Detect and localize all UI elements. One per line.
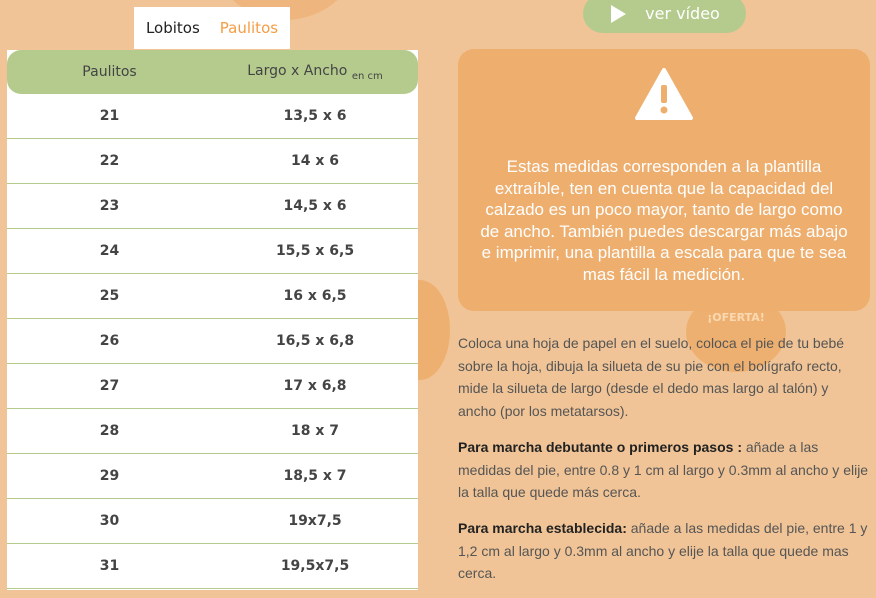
table-row: 22 14 x 6 (7, 139, 418, 184)
table-row: 30 19x7,5 (7, 499, 418, 544)
play-icon (611, 4, 627, 23)
table-row: 26 16,5 x 6,8 (7, 319, 418, 364)
dimensions-cell: 19x7,5 (288, 513, 342, 529)
dimensions-cell: 18,5 x 7 (283, 468, 347, 484)
watch-video-button[interactable]: ver vídeo (583, 0, 746, 33)
video-button-label: ver vídeo (645, 4, 720, 23)
dimensions-cell: 17 x 6,8 (283, 378, 347, 394)
warning-box: Estas medidas corresponden a la plantill… (458, 49, 870, 311)
column-header-size: Paulitos (82, 64, 137, 80)
table-row: 21 13,5 x 6 (7, 94, 418, 139)
first-steps-heading: Para marcha debutante o primeros pasos : (458, 438, 742, 455)
dimensions-cell: 16,5 x 6,8 (275, 333, 355, 349)
size-cell: 31 (99, 558, 120, 574)
size-cell: 25 (99, 288, 120, 304)
table-row: 28 18 x 7 (7, 409, 418, 454)
instructions-intro: Coloca una hoja de papel en el suelo, co… (458, 335, 845, 420)
unit-label: en cm (351, 70, 383, 82)
instructions-established: Para marcha establecida: añade a las med… (458, 517, 870, 585)
warning-icon (635, 68, 693, 120)
established-heading: Para marcha establecida: (458, 519, 627, 536)
table-row: 29 18,5 x 7 (7, 454, 418, 499)
dimensions-cell: 13,5 x 6 (283, 108, 347, 124)
warning-text: Estas medidas corresponden a la plantill… (480, 157, 848, 284)
instructions-first-steps: Para marcha debutante o primeros pasos :… (458, 436, 870, 504)
dimensions-cell: 16 x 6,5 (283, 288, 347, 304)
tab-lobitos[interactable]: Lobitos (145, 19, 200, 37)
established-text: añade a las medidas del pie, entre 1 y 1… (458, 519, 868, 582)
first-steps-text: añade a las medidas del pie, entre 0.8 y… (458, 438, 869, 501)
size-cell: 30 (99, 513, 120, 529)
dimensions-cell: 18 x 7 (290, 423, 339, 439)
size-cell: 27 (99, 378, 120, 394)
table-row: 23 14,5 x 6 (7, 184, 418, 229)
size-cell: 24 (99, 243, 120, 259)
column-header-dimensions: Largo x Ancho en cm (212, 63, 418, 82)
table-row: 31 19,5x7,5 (7, 544, 418, 589)
size-cell: 28 (99, 423, 120, 439)
table-row: 27 17 x 6,8 (7, 364, 418, 409)
dimensions-cell: 14,5 x 6 (283, 198, 347, 214)
size-cell: 29 (99, 468, 120, 484)
size-cell: 26 (99, 333, 120, 349)
table-row: 25 16 x 6,5 (7, 274, 418, 319)
size-cell: 22 (99, 153, 120, 169)
tab-paulitos[interactable]: Paulitos (219, 19, 279, 37)
table-header: Paulitos Largo x Ancho en cm (7, 50, 418, 94)
table-row: 24 15,5 x 6,5 (7, 229, 418, 274)
measuring-instructions: Coloca una hoja de papel en el suelo, co… (458, 332, 870, 598)
product-tabs: Lobitos Paulitos (134, 7, 290, 49)
dimensions-cell: 14 x 6 (290, 153, 339, 169)
dimensions-cell: 15,5 x 6,5 (275, 243, 355, 259)
size-cell: 21 (99, 108, 120, 124)
size-cell: 23 (99, 198, 120, 214)
dimensions-cell: 19,5x7,5 (280, 558, 350, 574)
dimensions-label: Largo x Ancho (247, 62, 348, 79)
